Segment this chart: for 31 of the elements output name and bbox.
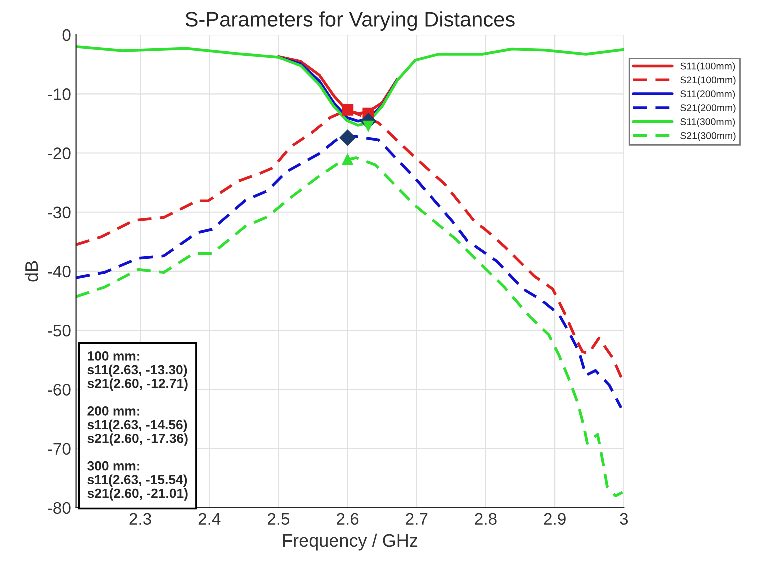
chart-title: S-Parameters for Varying Distances xyxy=(186,12,515,32)
x-tick-label: 2.3 xyxy=(130,513,152,526)
legend-label: S21(100mm) xyxy=(680,76,736,86)
y-tick-label: -80 xyxy=(48,502,71,514)
legend-label: S21(200mm) xyxy=(680,104,736,114)
y-tick-label: -70 xyxy=(48,443,71,456)
text: 100 mm: s11(2.63, -13.30) s21(2.60, -12.71) 200 mm: s11(2.63, -14.56) s21(2.60, -17.36) 300 mm: s11(2.63, -15.54) s21(2.60, -21.01) xyxy=(88,352,188,501)
x-tick-label: 2.4 xyxy=(198,513,221,525)
point xyxy=(362,120,374,132)
x-tick-label: 2.8 xyxy=(475,513,497,526)
x-axis-title: Frequency / GHz xyxy=(283,534,418,551)
x-tick-label: 2.7 xyxy=(406,513,428,525)
legend-label: S11(100mm) xyxy=(680,62,736,72)
legend-label: S21(300mm) xyxy=(680,132,736,142)
x-tick-label: 3 xyxy=(620,513,628,526)
x-tick-label: 2.5 xyxy=(268,513,290,526)
y-tick-label: -50 xyxy=(48,324,71,337)
y-tick-label: -60 xyxy=(48,384,71,396)
x-tick-label: 2.6 xyxy=(337,513,359,526)
y-tick-label: -30 xyxy=(48,206,71,219)
legend-label: S11(200mm) xyxy=(680,90,736,100)
legend-label: S11(300mm) xyxy=(680,118,736,128)
y-tick-label: -10 xyxy=(48,88,71,100)
point xyxy=(340,130,356,146)
point xyxy=(342,104,354,116)
y-tick-label: -20 xyxy=(48,148,71,160)
y-axis-title: dB xyxy=(24,261,38,282)
point xyxy=(342,153,354,165)
x-tick-label: 2.9 xyxy=(544,513,566,526)
y-tick-label: -40 xyxy=(48,266,71,278)
y-tick-label: 0 xyxy=(62,29,71,42)
